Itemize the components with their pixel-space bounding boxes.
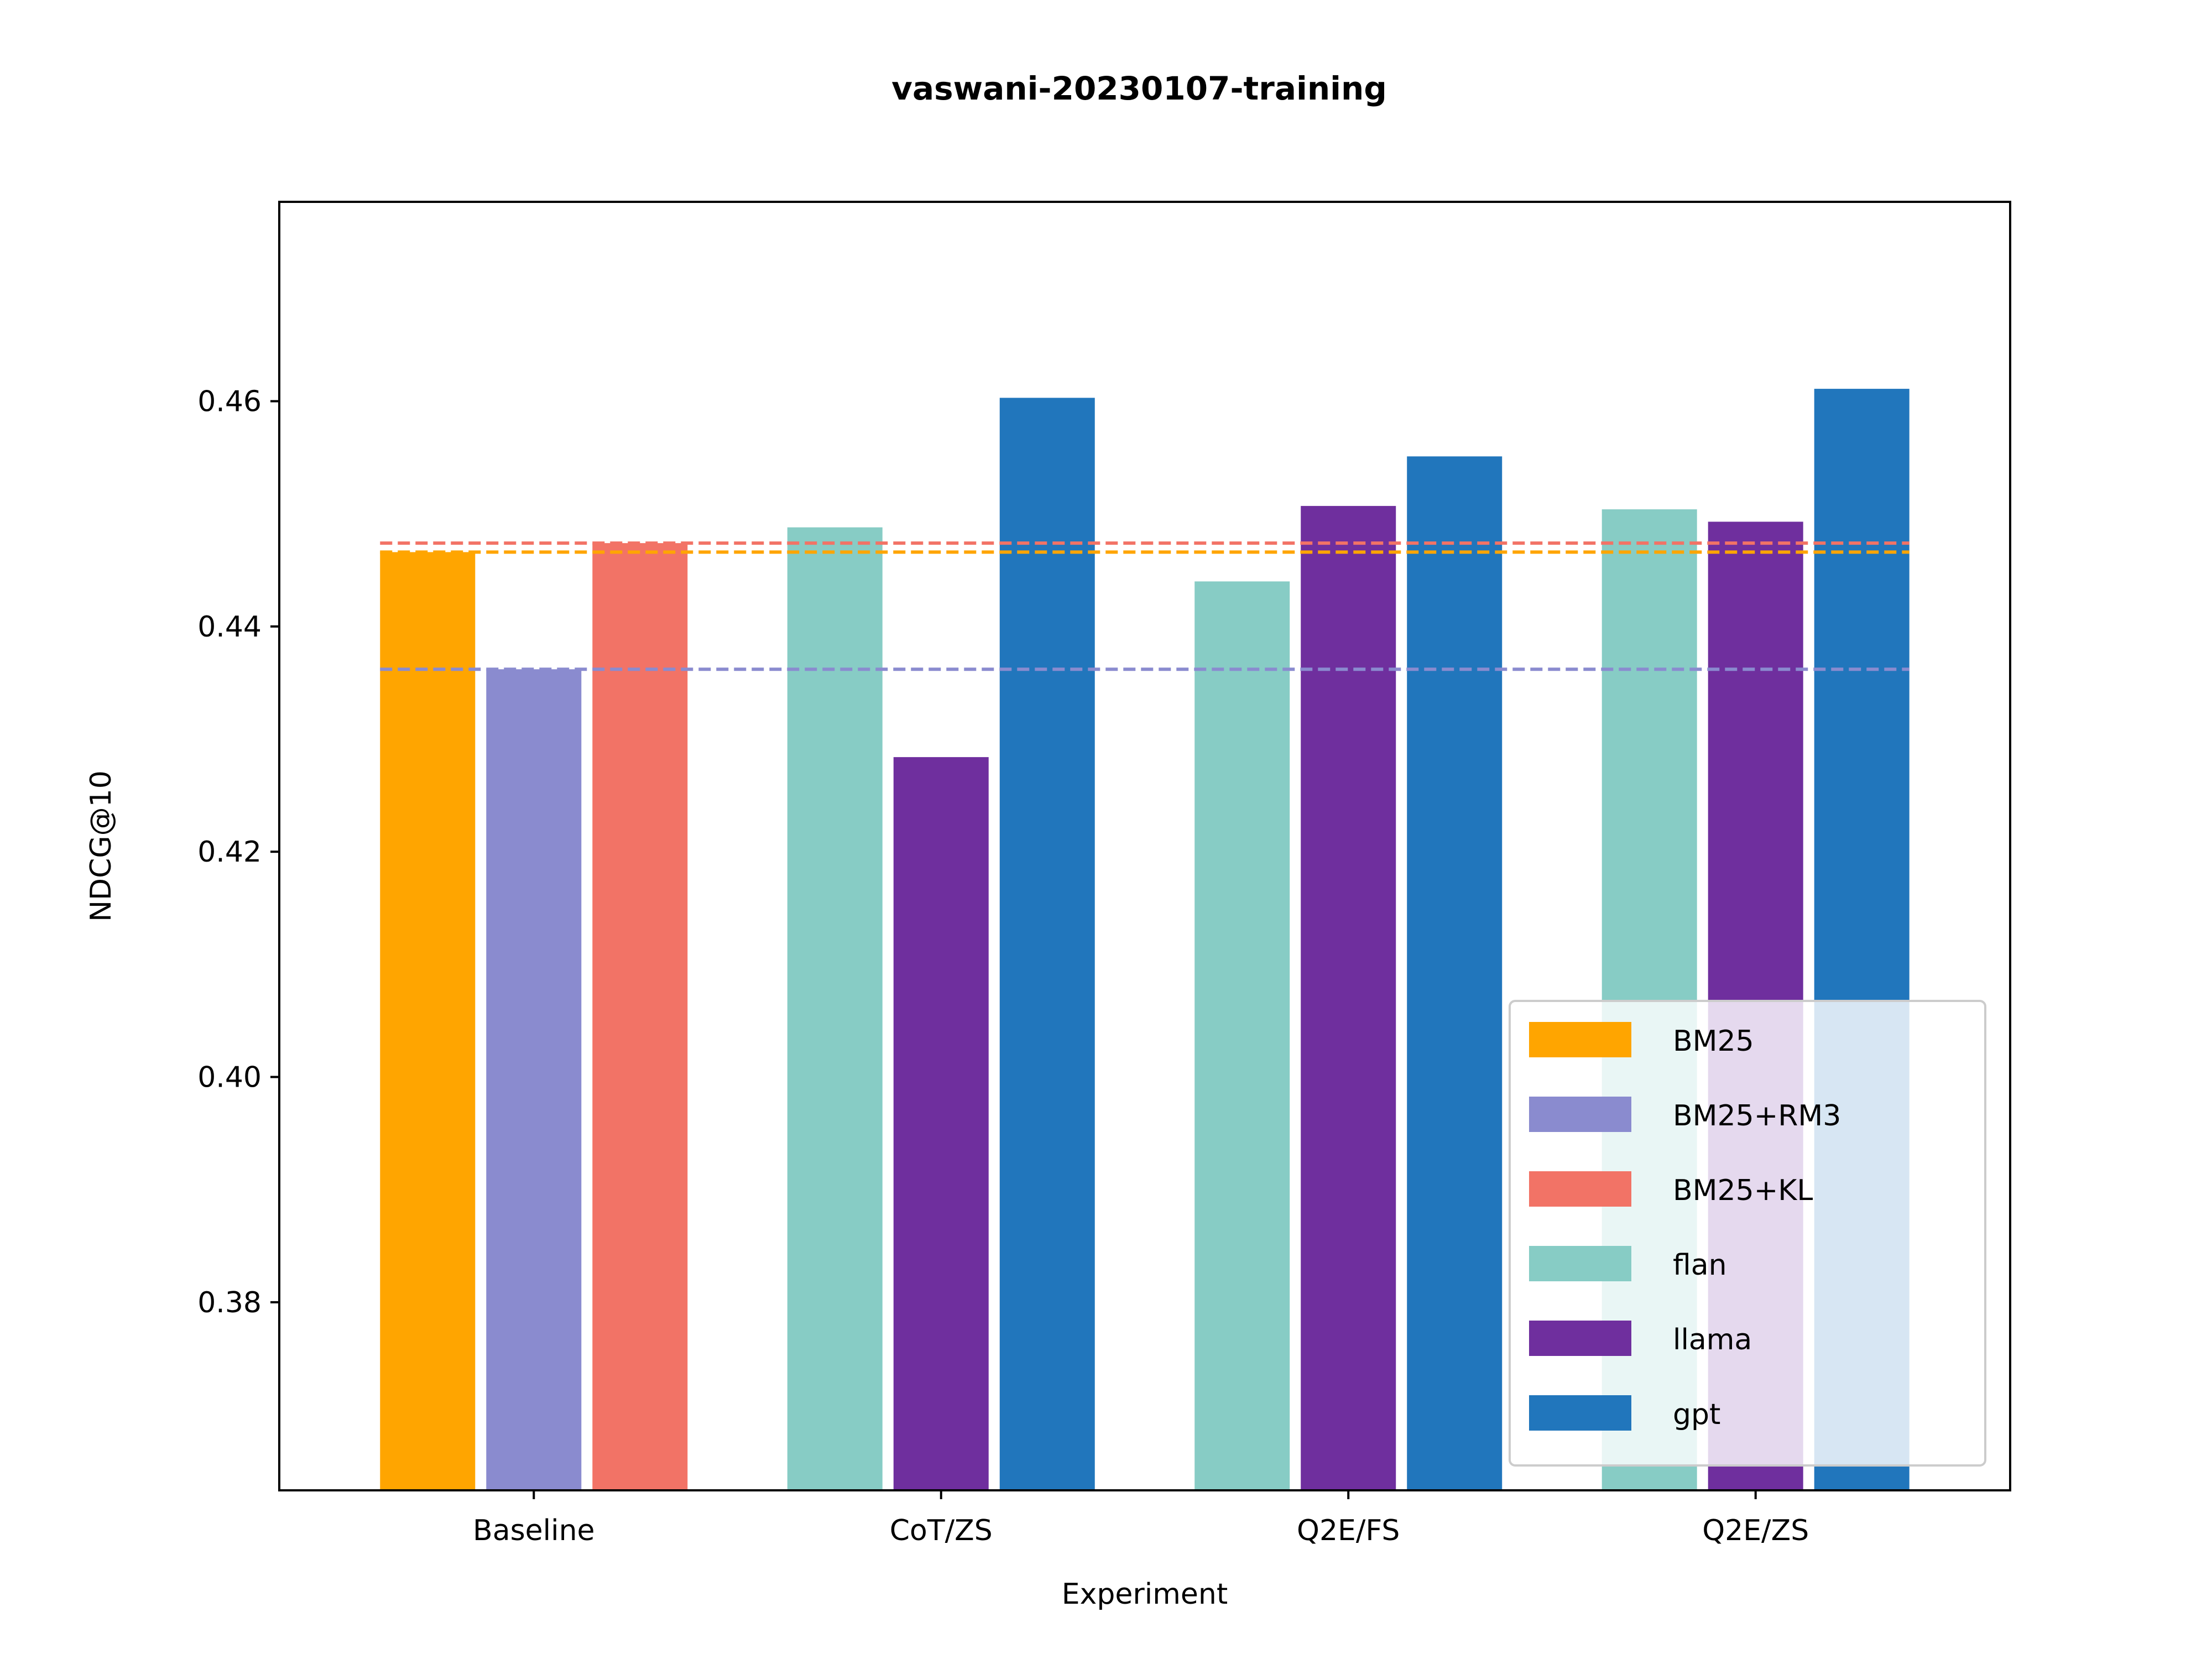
- bar-llama-q2e-fs: [1301, 505, 1396, 1490]
- legend-label-llama: llama: [1673, 1323, 1752, 1357]
- y-tick-label: 0.46: [197, 385, 262, 418]
- x-tick-label: CoT/ZS: [890, 1514, 993, 1547]
- legend-swatch-gpt: [1529, 1395, 1631, 1431]
- legend-swatch-bm25-kl: [1529, 1171, 1631, 1207]
- legend: BM25 BM25+RM3 BM25+KL flan llama gpt: [1509, 1000, 1986, 1467]
- x-tick-label: Q2E/ZS: [1702, 1514, 1809, 1547]
- y-axis-label: NDCG@10: [85, 770, 118, 922]
- legend-swatch-bm25-rm3: [1529, 1097, 1631, 1132]
- bar-bm25-baseline: [380, 552, 476, 1490]
- legend-label-bm25: BM25: [1673, 1025, 1754, 1058]
- x-axis: Baseline CoT/ZS Q2E/FS Q2E/ZS: [473, 1490, 1809, 1547]
- legend-label-flan: flan: [1673, 1249, 1727, 1282]
- bar-flan-q2e-fs: [1194, 581, 1290, 1490]
- x-tick-label: Baseline: [473, 1514, 594, 1547]
- legend-label-bm25-rm3: BM25+RM3: [1673, 1099, 1841, 1133]
- legend-swatch-flan: [1529, 1246, 1631, 1281]
- x-axis-label: Experiment: [1062, 1578, 1228, 1611]
- legend-swatch-llama: [1529, 1321, 1631, 1356]
- reference-lines-layer: [380, 541, 1910, 671]
- plot-area-frame: [278, 201, 2011, 1491]
- chart-title: vaswani-20230107-training: [891, 70, 1387, 107]
- legend-label-gpt: gpt: [1673, 1398, 1720, 1431]
- bar-flan-cot-zs: [787, 527, 883, 1491]
- legend-swatch-bm25: [1529, 1022, 1631, 1057]
- y-tick-label: 0.40: [197, 1061, 262, 1094]
- bar-llama-cot-zs: [893, 757, 989, 1490]
- y-tick-label: 0.38: [197, 1286, 262, 1319]
- y-tick-label: 0.44: [197, 611, 262, 644]
- x-tick-label: Q2E/FS: [1297, 1514, 1400, 1547]
- bar-gpt-cot-zs: [999, 398, 1095, 1490]
- y-axis: 0.38 0.40 0.42 0.44 0.46: [197, 385, 279, 1319]
- bar-bm25-kl-baseline: [592, 543, 688, 1490]
- legend-label-bm25-kl: BM25+KL: [1673, 1174, 1813, 1207]
- bar-bm25-rm3-baseline: [486, 669, 582, 1490]
- bar-gpt-q2e-fs: [1407, 456, 1503, 1491]
- y-tick-label: 0.42: [197, 836, 262, 869]
